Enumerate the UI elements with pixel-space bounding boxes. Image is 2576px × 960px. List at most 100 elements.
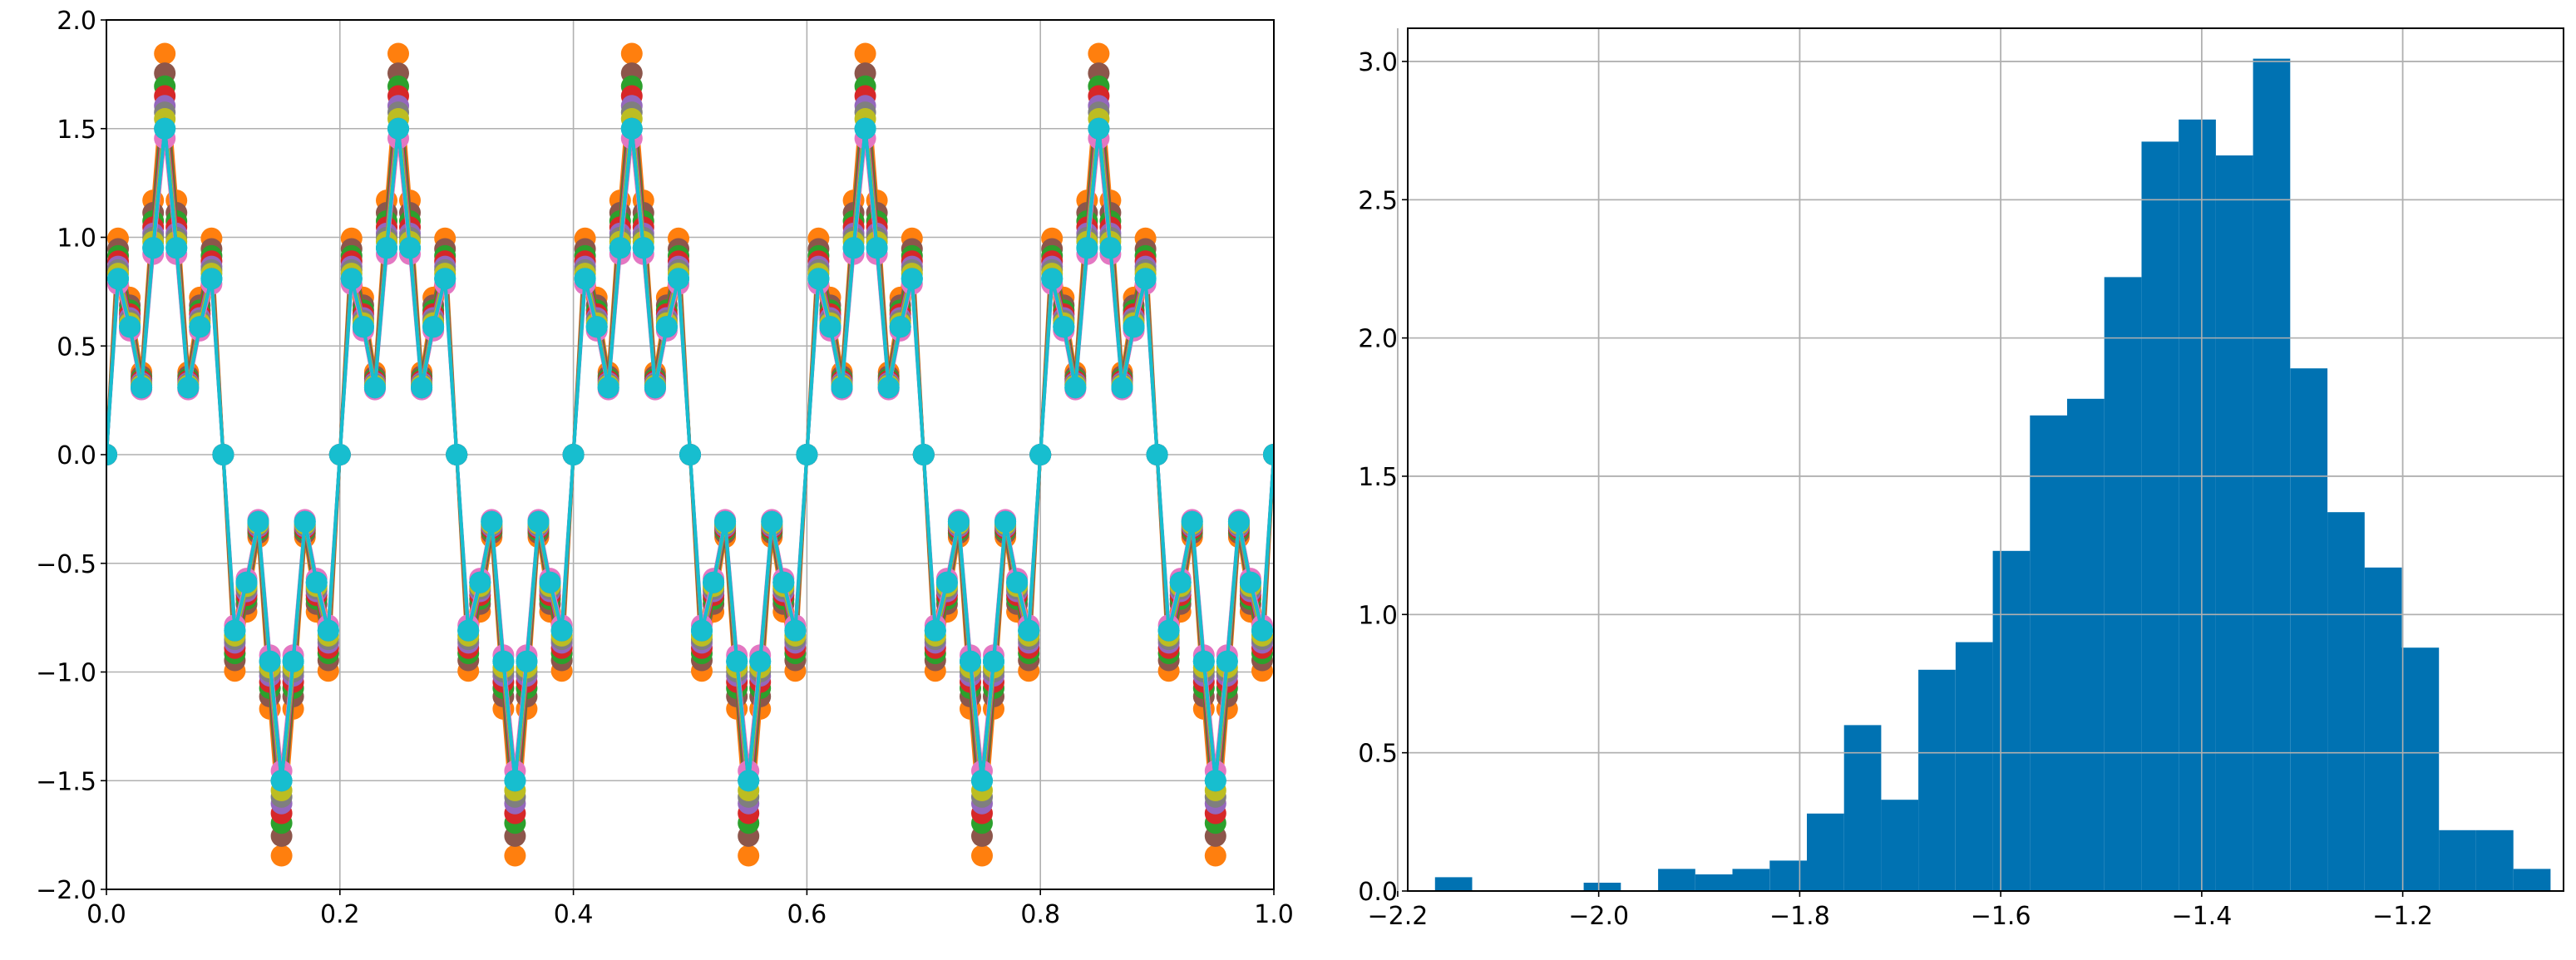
- x-tick-label: 0.2: [320, 900, 360, 929]
- histogram-bar: [1918, 669, 1956, 891]
- data-point: [317, 619, 339, 642]
- data-point: [294, 510, 316, 533]
- histogram-bar: [2104, 277, 2142, 891]
- data-point: [784, 619, 807, 642]
- histogram-bar: [1658, 869, 1695, 891]
- data-point: [259, 650, 281, 672]
- data-point: [131, 377, 153, 399]
- axes-frame: [106, 19, 1275, 890]
- y-tick-label: 1.0: [57, 224, 96, 254]
- data-point: [224, 619, 246, 642]
- histogram-bar: [2030, 415, 2067, 891]
- x-tick-label: −1.8: [1769, 902, 1830, 931]
- y-tick-label: 0.5: [57, 332, 96, 362]
- data-point: [504, 844, 526, 867]
- data-point: [527, 510, 550, 533]
- data-point: [305, 571, 328, 593]
- data-point: [1146, 444, 1168, 465]
- data-point: [106, 444, 117, 465]
- data-point: [504, 770, 526, 792]
- data-point: [994, 510, 1017, 533]
- data-point: [1041, 268, 1063, 290]
- data-point: [1123, 316, 1145, 338]
- data-point: [947, 510, 970, 533]
- data-point: [539, 571, 561, 593]
- histogram-bar: [2513, 869, 2551, 891]
- data-point: [1263, 444, 1274, 465]
- data-point: [620, 117, 643, 140]
- data-point: [387, 117, 409, 140]
- data-point: [796, 444, 818, 465]
- data-point: [1216, 650, 1238, 672]
- x-tick-label: 0.4: [554, 900, 594, 929]
- data-point: [550, 619, 573, 642]
- data-point: [738, 844, 760, 867]
- histogram-panel: −2.2 −2.0 −1.8 −1.6 −1.4 −1.2 0.0 0.5 1.0 1.5 2.0 2…: [1358, 27, 2564, 931]
- data-point: [119, 316, 141, 338]
- histogram-bar: [2364, 567, 2402, 892]
- x-tick-label: −1.6: [1971, 902, 2031, 931]
- data-point: [235, 571, 258, 593]
- data-point: [1076, 237, 1098, 259]
- histogram-bar: [2067, 398, 2105, 891]
- data-point: [154, 42, 176, 65]
- y-tick-label: −1.5: [36, 767, 96, 796]
- histogram-bar: [2476, 830, 2514, 891]
- histogram-bar: [1583, 883, 1621, 891]
- data-point: [469, 571, 491, 593]
- data-point: [1239, 571, 1261, 593]
- data-point: [668, 268, 689, 290]
- series-10: [106, 117, 1274, 792]
- data-point: [655, 316, 678, 338]
- y-tick-label: −1.0: [36, 659, 96, 688]
- data-point: [866, 237, 888, 259]
- data-point: [960, 650, 981, 672]
- histogram-bar: [2290, 368, 2328, 891]
- data-point: [1204, 844, 1226, 867]
- data-point: [154, 117, 176, 140]
- histogram-bar: [2215, 155, 2253, 891]
- x-tick-label: 1.0: [1254, 900, 1294, 929]
- data-point: [1053, 316, 1075, 338]
- data-point: [738, 770, 760, 792]
- data-point: [177, 377, 200, 399]
- data-point: [971, 844, 993, 867]
- data-point: [703, 571, 725, 593]
- y-tick-label: 3.0: [1358, 48, 1398, 77]
- data-point: [935, 571, 958, 593]
- histogram-bar: [1769, 860, 1807, 891]
- data-point: [854, 117, 876, 140]
- data-point: [481, 510, 503, 533]
- x-tick-label: −2.0: [1568, 902, 1629, 931]
- data-point: [726, 650, 748, 672]
- data-point: [282, 650, 304, 672]
- data-point: [1181, 510, 1203, 533]
- data-point: [807, 268, 830, 290]
- data-point: [270, 770, 293, 792]
- data-point: [200, 268, 223, 290]
- line-chart-panel: 0.0 0.2 0.4 0.6 0.8 1.0 2.0 1.5 1.0 0.5 0.0 −0.5 −1.…: [36, 7, 1294, 929]
- data-point: [597, 377, 619, 399]
- data-point: [609, 237, 631, 259]
- data-point: [842, 237, 865, 259]
- data-point: [749, 650, 772, 672]
- histogram-bar: [1434, 877, 1473, 891]
- data-point: [1192, 650, 1215, 672]
- data-point: [516, 650, 538, 672]
- data-point: [679, 444, 701, 465]
- y-tick-label: −2.0: [36, 876, 96, 905]
- data-point: [247, 510, 269, 533]
- data-point: [901, 268, 923, 290]
- x-tick-label: −1.2: [2372, 902, 2433, 931]
- data-point: [714, 510, 737, 533]
- data-point: [1088, 117, 1110, 140]
- histogram-bar: [2439, 830, 2476, 891]
- data-point: [212, 444, 234, 465]
- data-point: [831, 377, 853, 399]
- data-point: [411, 377, 433, 399]
- data-point: [328, 444, 351, 465]
- data-point: [562, 444, 585, 465]
- histogram-bar: [1992, 550, 2031, 891]
- data-point: [457, 619, 480, 642]
